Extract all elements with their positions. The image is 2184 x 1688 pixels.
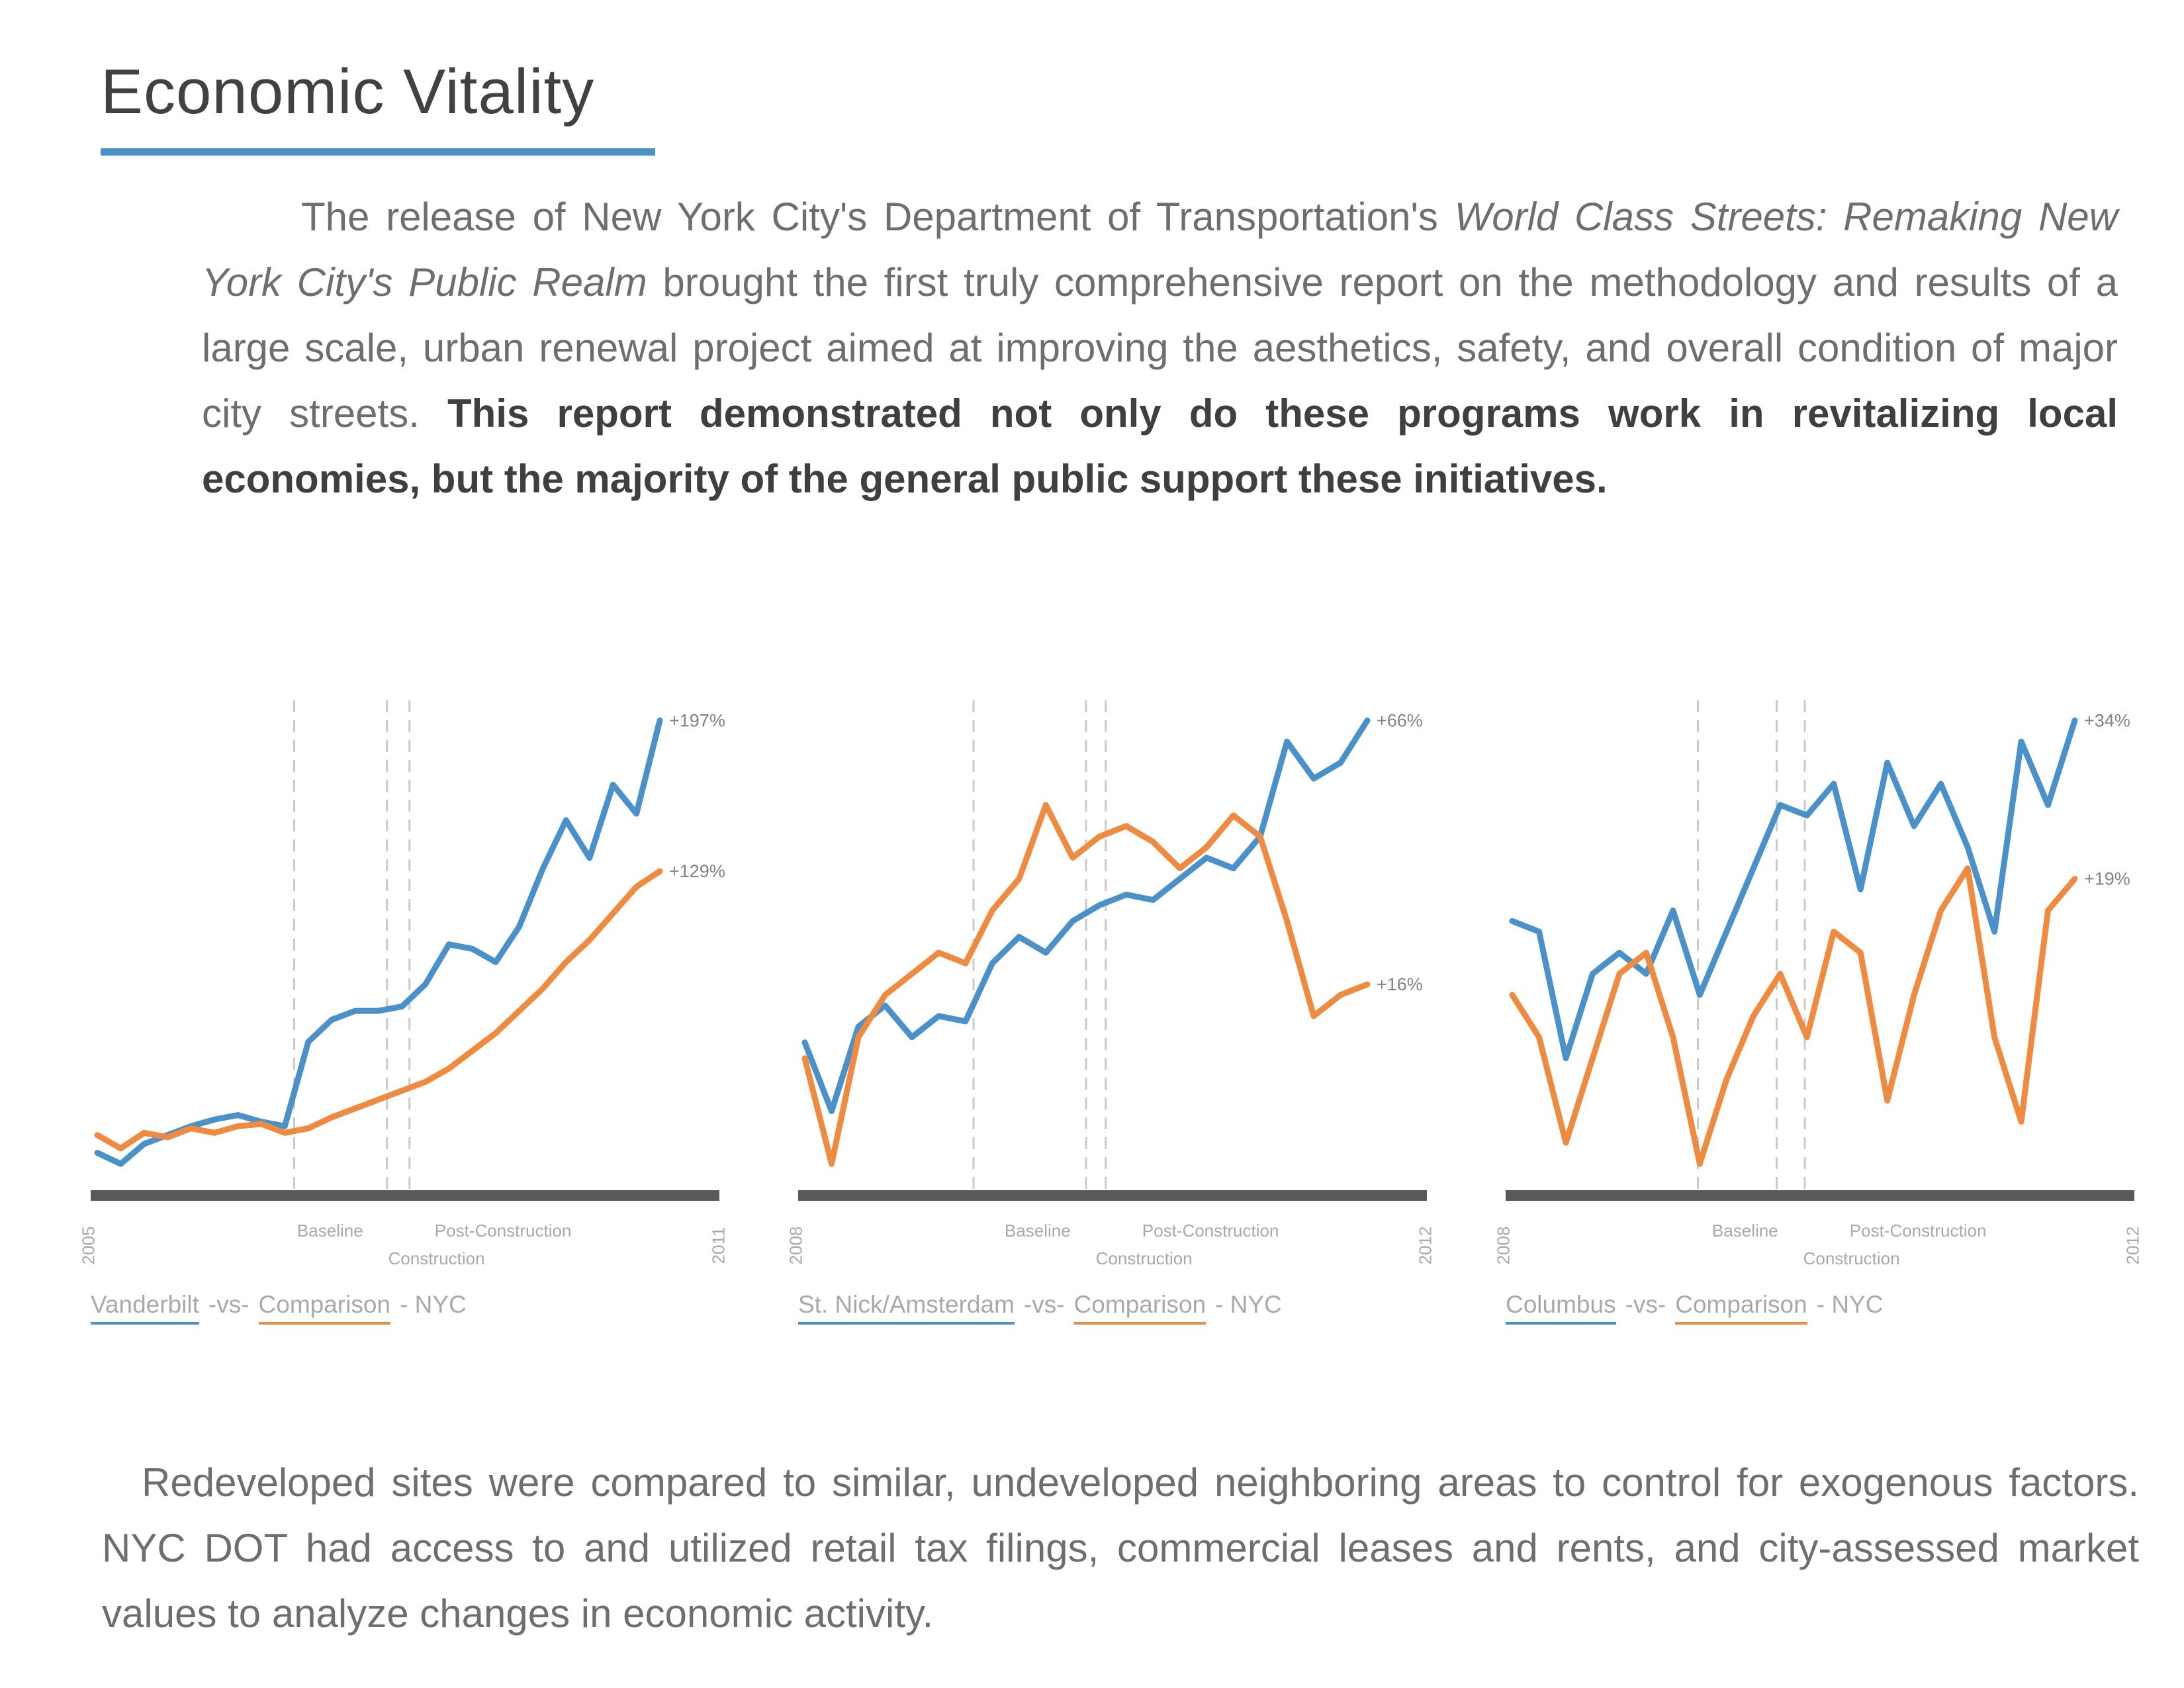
intro-bold-statement: This report demonstrated not only do the…	[202, 391, 2118, 501]
series-end-label: +129%	[669, 861, 725, 881]
closing-paragraph: Redeveloped sites were compared to simil…	[102, 1460, 2139, 1636]
site-label: Columbus	[1506, 1291, 1616, 1325]
intro-italic-title: World Class Streets: Remaking New York C…	[202, 195, 2118, 305]
line-chart-vanderbilt: +197% +129%	[91, 700, 725, 1201]
line-chart-st-nick: +66% +16%	[798, 700, 1427, 1201]
x-end-year: 2012	[2122, 1226, 2143, 1265]
series-line-comparison	[1509, 865, 2078, 1167]
construction-label: Construction	[1095, 1248, 1193, 1268]
axis-labels: 2008 Baseline Post-Construction Construc…	[1493, 1218, 2171, 1284]
intro-text-2: brought the first truly comprehensive re…	[202, 260, 2118, 436]
nyc-label: - NYC	[400, 1291, 467, 1318]
nyc-label: - NYC	[1816, 1291, 1884, 1318]
series-line-st-nick-amsterdam	[801, 717, 1371, 1114]
chart-caption: Columbus -vs- Comparison - NYC	[1506, 1291, 2171, 1325]
chart-vanderbilt: +197% +129% 2005 Baseline Post-Constructi…	[78, 688, 756, 1325]
line-chart-columbus: +34% +19%	[1506, 700, 2134, 1201]
baseline-label: Baseline	[1004, 1221, 1071, 1241]
comparison-label: Comparison	[1675, 1291, 1807, 1325]
series-line-comparison	[94, 868, 663, 1152]
chart-st-nick-amsterdam: +66% +16% 2008 Baseline Post-Construction…	[786, 688, 1463, 1325]
intro-paragraph: The release of New York City's Departmen…	[202, 184, 2118, 512]
construction-label: Construction	[1803, 1248, 1900, 1268]
axis-labels: 2008 Baseline Post-Construction Construc…	[786, 1218, 1463, 1284]
series-end-label: +19%	[2084, 869, 2130, 889]
site-label: Vanderbilt	[91, 1291, 199, 1325]
x-axis-bar	[1506, 1190, 2134, 1201]
post-construction-label: Post-Construction	[1142, 1221, 1279, 1241]
site-label: St. Nick/Amsterdam	[798, 1291, 1015, 1325]
series-end-label: +34%	[2084, 710, 2130, 730]
x-start-year: 2005	[78, 1226, 99, 1265]
vs-label: -vs-	[1023, 1291, 1065, 1318]
chart-caption: St. Nick/Amsterdam -vs- Comparison - NYC	[798, 1291, 1463, 1325]
baseline-label: Baseline	[296, 1221, 363, 1241]
intro-text-1: The release of New York City's Departmen…	[301, 195, 1455, 239]
post-construction-label: Post-Construction	[1849, 1221, 1987, 1241]
comparison-label: Comparison	[258, 1291, 391, 1325]
construction-label: Construction	[388, 1248, 485, 1268]
chart-caption: Vanderbilt -vs- Comparison - NYC	[91, 1291, 756, 1325]
comparison-label: Comparison	[1073, 1291, 1206, 1325]
x-end-year: 2012	[1415, 1226, 1435, 1265]
x-start-year: 2008	[786, 1226, 806, 1265]
series-end-label: +66%	[1377, 710, 1423, 730]
post-construction-label: Post-Construction	[434, 1221, 572, 1241]
axis-labels: 2005 Baseline Post-Construction Construc…	[78, 1218, 756, 1284]
series-end-label: +197%	[669, 710, 725, 730]
x-end-year: 2011	[708, 1227, 729, 1264]
series-end-label: +16%	[1377, 974, 1423, 994]
x-axis-bar	[798, 1190, 1427, 1201]
page-title: Economic Vitality	[101, 56, 595, 127]
title-underline	[101, 148, 655, 156]
chart-columbus: +34% +19% 2008 Baseline Post-Construction…	[1493, 688, 2171, 1325]
baseline-label: Baseline	[1711, 1221, 1778, 1241]
vs-label: -vs-	[1625, 1291, 1666, 1318]
vs-label: -vs-	[208, 1291, 250, 1318]
series-line-comparison	[801, 802, 1371, 1167]
nyc-label: - NYC	[1215, 1291, 1282, 1318]
x-axis-bar	[91, 1190, 719, 1201]
charts-row: +197% +129% 2005 Baseline Post-Constructi…	[78, 688, 2171, 1325]
series-line-columbus	[1509, 717, 2078, 1062]
x-start-year: 2008	[1493, 1226, 1514, 1265]
